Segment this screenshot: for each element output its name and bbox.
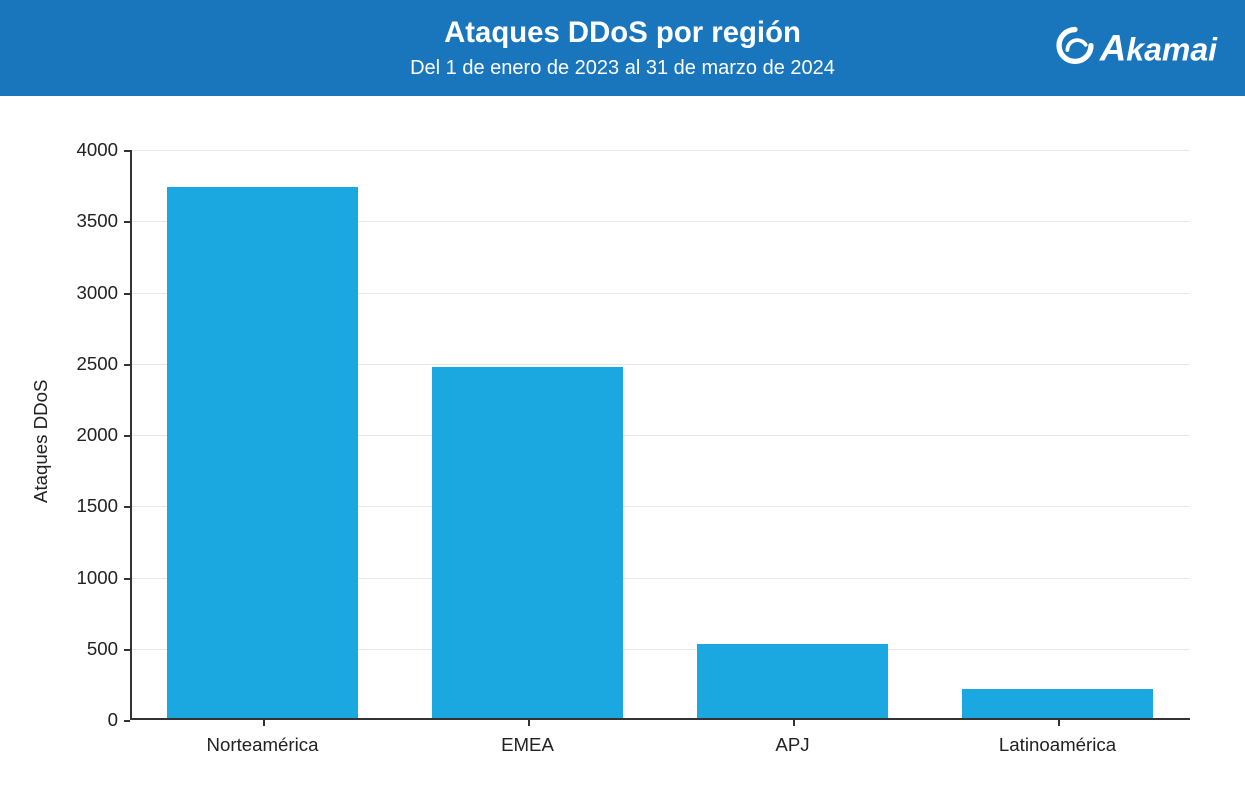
- x-tick-mark: [793, 720, 795, 726]
- x-tick-label: Latinoamérica: [999, 734, 1116, 756]
- header-text-block: Ataques DDoS por región Del 1 de enero d…: [410, 15, 835, 81]
- x-tick-mark: [528, 720, 530, 726]
- bar: [167, 187, 358, 720]
- brand-logo-text: Akamai: [1100, 27, 1217, 69]
- bar: [962, 689, 1153, 720]
- y-axis-line: [130, 150, 132, 720]
- y-tick-label: 2000: [76, 424, 118, 446]
- y-tick-label: 0: [108, 709, 118, 731]
- akamai-swirl-icon: [1056, 27, 1094, 70]
- y-tick-label: 500: [87, 638, 118, 660]
- y-tick-mark: [124, 720, 130, 722]
- x-axis-line: [130, 718, 1190, 720]
- y-tick-label: 1500: [76, 495, 118, 517]
- y-tick-label: 3000: [76, 282, 118, 304]
- x-tick-label: Norteamérica: [207, 734, 319, 756]
- x-tick-label: EMEA: [501, 734, 554, 756]
- chart-header: Ataques DDoS por región Del 1 de enero d…: [0, 0, 1245, 96]
- y-tick-label: 4000: [76, 139, 118, 161]
- y-tick-label: 1000: [76, 567, 118, 589]
- gridline: [130, 150, 1190, 151]
- x-tick-mark: [263, 720, 265, 726]
- brand-logo: Akamai: [1056, 27, 1217, 70]
- bar: [697, 644, 888, 720]
- bar: [432, 367, 623, 720]
- x-tick-mark: [1058, 720, 1060, 726]
- y-axis-label: Ataques DDoS: [30, 380, 52, 503]
- chart-subtitle: Del 1 de enero de 2023 al 31 de marzo de…: [410, 56, 835, 81]
- x-tick-label: APJ: [775, 734, 809, 756]
- plot-area: 05001000150020002500300035004000Norteamé…: [130, 150, 1190, 720]
- y-tick-label: 2500: [76, 353, 118, 375]
- chart-title: Ataques DDoS por región: [410, 15, 835, 52]
- chart-area: Ataques DDoS 050010001500200025003000350…: [0, 96, 1245, 800]
- y-tick-label: 3500: [76, 210, 118, 232]
